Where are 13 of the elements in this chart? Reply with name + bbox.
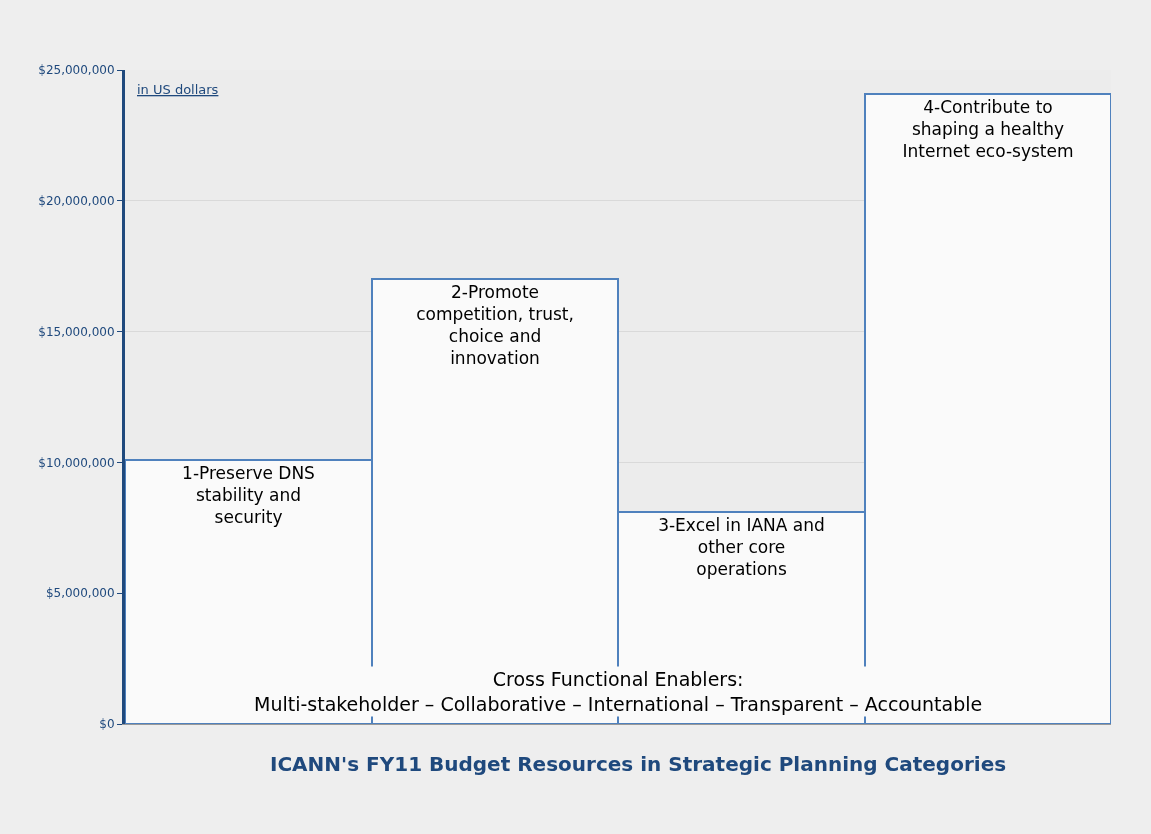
y-tick-label: $15,000,000 [38,324,115,339]
text: ICANN's FY11 Budget Resources in Strategic Planning Categories [270,752,1007,776]
y-tick-label: $5,000,000 [45,586,115,601]
y-tick-label: $20,000,000 [38,194,115,208]
annotation: Cross Functional Enablers: Multi-stakeholder – Collaborative – International – Transparent – Accountable [254,668,983,715]
y-tick-label: $0 [99,717,115,732]
y-tick-label: $25,000,000 [38,63,115,78]
y-axis-title: in US dollars [137,82,219,97]
y-tick-label: $10,000,000 [38,455,115,470]
x-tick-label: 3-Excel in IANA and other core operations [658,515,825,580]
x-tick-label: 2-Promote competition, trust, choice and innovation [416,282,574,369]
x-tick-label: 4-Contribute to shaping a healthy Internet eco-system [902,97,1074,162]
x-tick-label: 1-Preserve DNS stability and security [182,463,315,528]
